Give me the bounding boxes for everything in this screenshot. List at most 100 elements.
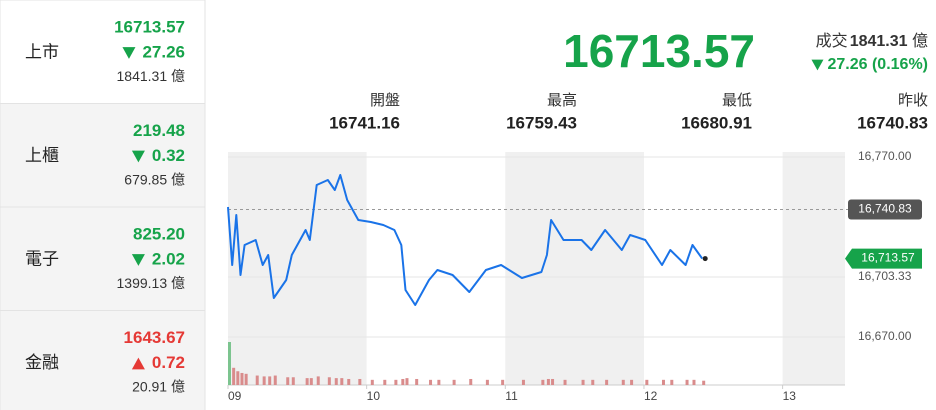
volume-bar: [305, 378, 309, 385]
volume-bar: [591, 379, 595, 385]
volume-bar: [316, 376, 320, 385]
volume-bar: [551, 378, 555, 385]
volume-bar: [437, 379, 441, 385]
volume-bar: [334, 378, 338, 385]
volume-unit: 億: [171, 171, 185, 187]
x-tick-label: 12: [644, 389, 658, 403]
volume-unit: 億: [171, 378, 185, 394]
volume-bar: [702, 380, 706, 385]
x-tick-label: 09: [228, 389, 242, 403]
market-change: 0.32: [152, 146, 185, 165]
volume-bar: [670, 379, 674, 385]
volume-bar: [401, 378, 405, 385]
session-band: [228, 152, 367, 385]
volume-bar: [685, 379, 689, 385]
x-tick-label: 11: [505, 389, 518, 403]
change-percent: (0.16%): [872, 56, 928, 73]
total-volume: 成交 1841.31 億: [816, 32, 928, 50]
volume-unit: 億: [171, 68, 185, 84]
x-tick-label: 10: [367, 389, 381, 403]
volume-bar: [645, 379, 649, 385]
market-price: 16713.57: [114, 17, 185, 36]
market-volume: 1399.13 億: [117, 275, 186, 291]
volume-bar: [692, 379, 696, 385]
index-change: 27.26 (0.16%): [827, 56, 928, 73]
volume-value: 1841.31: [850, 33, 908, 50]
volume-bar: [309, 378, 313, 385]
volume-bar: [605, 379, 609, 385]
volume-bar: [469, 378, 473, 385]
volume-bar: [429, 379, 433, 385]
reference-tag-label: 16,740.83: [858, 202, 912, 216]
last-point: [702, 256, 708, 262]
volume-bar: [521, 379, 525, 385]
volume-bar: [236, 371, 240, 385]
volume-bar: [240, 372, 244, 385]
market-change: 27.26: [142, 42, 185, 61]
market-volume: 20.91 億: [132, 378, 185, 394]
current-tag: [845, 248, 922, 269]
volume-bar: [273, 375, 277, 385]
stat-value: 16680.91: [681, 113, 752, 132]
stat-value: 16741.16: [329, 113, 400, 132]
volume-value: 20.91: [132, 378, 167, 394]
stat-label: 開盤: [370, 92, 400, 109]
volume-value: 679.85: [124, 171, 167, 187]
volume-unit: 億: [912, 32, 928, 50]
volume-bar: [563, 379, 567, 385]
volume-bar: [268, 376, 272, 385]
volume-bar: [286, 377, 290, 385]
stat-label: 最高: [547, 92, 577, 109]
session-band: [505, 152, 644, 385]
sidebar-row: [0, 0, 206, 104]
x-tick-label: 13: [783, 389, 797, 403]
y-tick-label: 16,770.00: [858, 149, 912, 163]
volume-bar: [546, 378, 550, 385]
session-band: [782, 152, 845, 385]
volume-label: 成交: [816, 32, 848, 50]
market-name: 金融: [25, 353, 59, 372]
volume-bar: [358, 378, 362, 385]
volume-bar: [621, 379, 625, 385]
volume-bar: [405, 378, 409, 385]
volume-bar: [630, 379, 634, 385]
volume-bar: [244, 373, 248, 385]
change-arrow: [811, 59, 824, 71]
index-price: 16713.57: [563, 25, 755, 77]
market-change: 0.72: [152, 353, 185, 372]
sidebar-row: [0, 310, 206, 410]
volume-bar: [255, 375, 259, 385]
change-arrow: [122, 47, 136, 59]
volume-value: 1841.31: [117, 68, 168, 84]
volume-bar: [541, 379, 545, 385]
change-arrow: [131, 254, 145, 266]
volume-bar: [452, 379, 456, 385]
volume-bar: [501, 379, 505, 385]
market-volume: 1841.31 億: [117, 68, 186, 84]
change-arrow: [131, 357, 145, 370]
volume-bar: [232, 367, 236, 385]
market-change: 2.02: [152, 249, 185, 268]
volume-bar: [394, 379, 398, 385]
volume-bar: [415, 378, 419, 385]
volume-bar: [383, 379, 387, 385]
volume-bar: [485, 379, 489, 385]
y-tick-label: 16,703.33: [858, 269, 912, 283]
y-tick-label: 16,670.00: [858, 329, 912, 343]
market-name: 電子: [25, 249, 59, 268]
market-price: 825.20: [133, 224, 185, 243]
volume-unit: 億: [171, 275, 185, 291]
volume-bar: [228, 342, 231, 385]
change-arrow: [131, 150, 145, 163]
market-price: 1643.67: [124, 328, 185, 347]
volume-value: 1399.13: [117, 275, 168, 291]
change-value: 27.26: [827, 56, 867, 73]
volume-bar: [327, 377, 331, 385]
volume-bar: [347, 378, 351, 385]
volume-bar: [291, 377, 295, 385]
volume-bar: [262, 376, 266, 385]
stat-value: 16759.43: [506, 113, 577, 132]
volume-bar: [340, 378, 344, 385]
market-name: 上櫃: [25, 146, 59, 165]
volume-bar: [581, 379, 585, 385]
